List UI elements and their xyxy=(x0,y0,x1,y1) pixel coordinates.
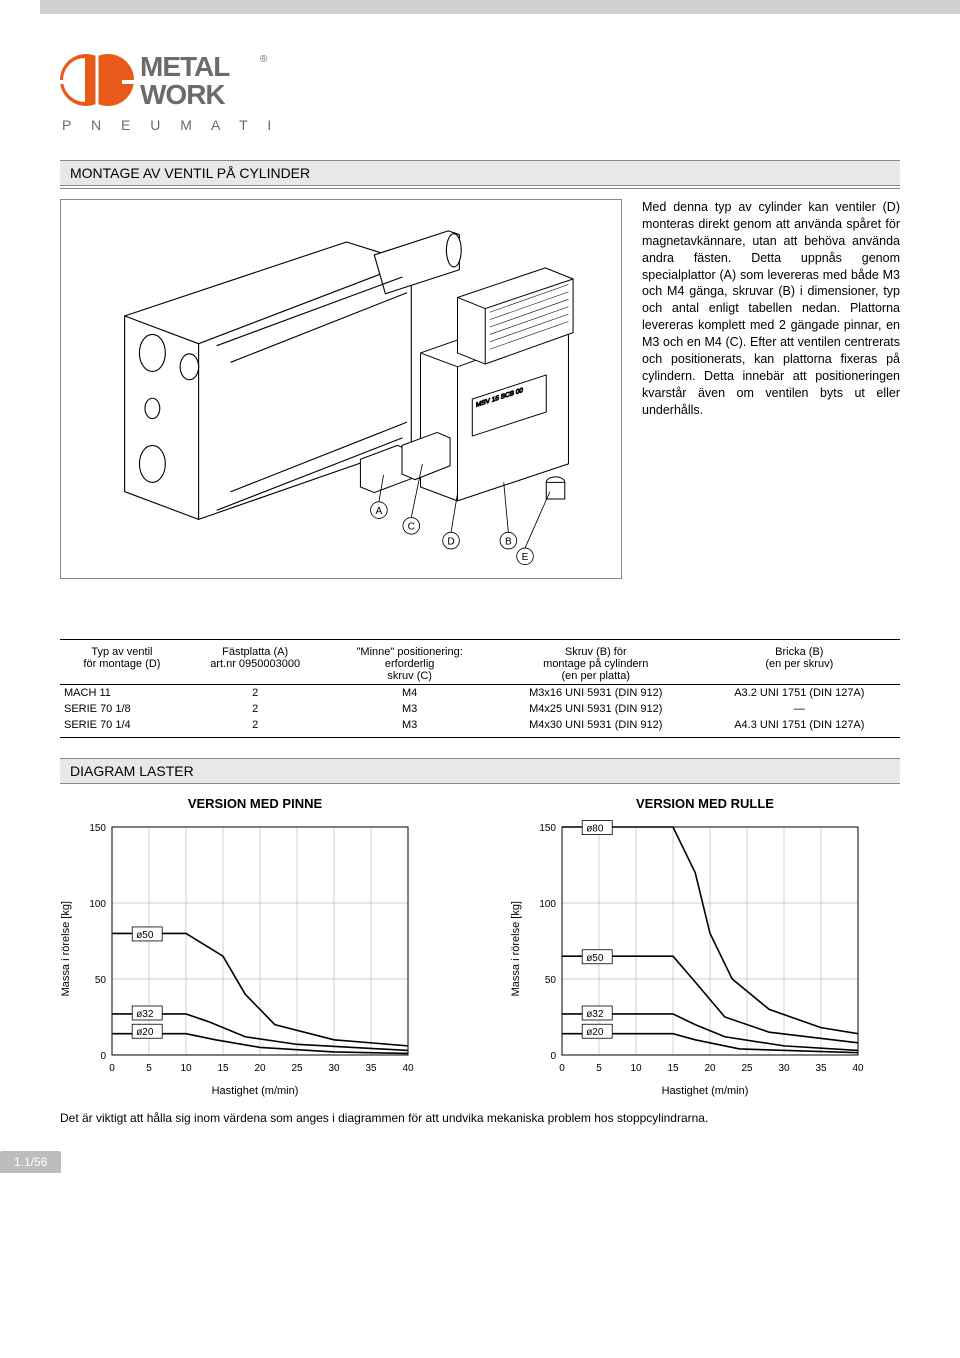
description-text: Med denna typ av cylinder kan ventiler (… xyxy=(642,199,900,418)
chart-rulle-svg: 0 5 10 15 20 25 30 35 40 0 50 100 150 ø80 ø50 ø32 ø20 xyxy=(526,819,866,1079)
svg-text:50: 50 xyxy=(545,975,557,986)
top-grey-bar xyxy=(40,0,960,14)
svg-text:D: D xyxy=(447,536,454,547)
svg-text:40: 40 xyxy=(402,1063,414,1074)
svg-text:0: 0 xyxy=(100,1051,106,1062)
chart-pinne-title: VERSION MED PINNE xyxy=(60,796,450,811)
svg-text:40: 40 xyxy=(852,1063,864,1074)
svg-text:ø50: ø50 xyxy=(136,930,154,941)
svg-text:ø50: ø50 xyxy=(586,953,604,964)
page-number: 1.1/56 xyxy=(0,1151,61,1173)
svg-text:100: 100 xyxy=(539,899,556,910)
svg-text:25: 25 xyxy=(741,1063,753,1074)
svg-text:B: B xyxy=(505,536,512,547)
logo-text-metal: METAL xyxy=(140,51,230,82)
svg-text:5: 5 xyxy=(596,1063,602,1074)
table-header: Typ av ventilför montage (D) xyxy=(60,644,184,685)
svg-text:0: 0 xyxy=(109,1063,115,1074)
svg-text:25: 25 xyxy=(291,1063,303,1074)
divider xyxy=(60,188,900,189)
svg-text:A: A xyxy=(376,506,383,517)
spec-table: Typ av ventilför montage (D)Fästplatta (… xyxy=(60,639,900,738)
logo-subtitle: P N E U M A T I C xyxy=(62,117,280,133)
svg-text:100: 100 xyxy=(89,899,106,910)
svg-text:150: 150 xyxy=(539,823,556,834)
footnote-text: Det är viktigt att hålla sig inom värden… xyxy=(60,1111,900,1125)
table-header: Bricka (B)(en per skruv) xyxy=(699,644,900,685)
svg-text:ø20: ø20 xyxy=(136,1027,154,1038)
metalwork-logo-svg: METAL ® WORK P N E U M A T I C xyxy=(60,44,280,139)
table-row: SERIE 70 1/82M3M4x25 UNI 5931 (DIN 912)— xyxy=(60,701,900,717)
svg-text:150: 150 xyxy=(89,823,106,834)
svg-text:15: 15 xyxy=(217,1063,229,1074)
chart-rulle-xlabel: Hastighet (m/min) xyxy=(510,1085,900,1097)
svg-text:30: 30 xyxy=(778,1063,790,1074)
chart-pinne-svg: 0 5 10 15 20 25 30 35 40 0 50 100 150 ø50 ø32 ø20 xyxy=(76,819,416,1079)
svg-text:ø80: ø80 xyxy=(586,824,604,835)
svg-text:20: 20 xyxy=(254,1063,266,1074)
svg-text:20: 20 xyxy=(704,1063,716,1074)
table-header: Skruv (B) förmontage på cylindern(en per… xyxy=(493,644,699,685)
svg-text:10: 10 xyxy=(180,1063,192,1074)
charts-section-title: DIAGRAM LASTER xyxy=(60,758,900,784)
svg-text:15: 15 xyxy=(667,1063,679,1074)
figure-svg: MSV 15 SCB 00 ACDBE xyxy=(67,205,615,573)
svg-text:®: ® xyxy=(260,54,268,65)
svg-text:ø32: ø32 xyxy=(136,1009,154,1020)
svg-text:0: 0 xyxy=(559,1063,565,1074)
chart-rulle: VERSION MED RULLE Massa i rörelse [kg] 0… xyxy=(510,796,900,1097)
svg-text:35: 35 xyxy=(815,1063,827,1074)
svg-text:5: 5 xyxy=(146,1063,152,1074)
logo-text-work: WORK xyxy=(140,79,225,110)
svg-text:35: 35 xyxy=(365,1063,377,1074)
cylinder-valve-figure: MSV 15 SCB 00 ACDBE xyxy=(60,199,622,579)
table-header: "Minne" positionering:erforderligskruv (… xyxy=(326,644,492,685)
brand-logo: METAL ® WORK P N E U M A T I C xyxy=(60,44,900,142)
svg-text:50: 50 xyxy=(95,975,107,986)
svg-text:0: 0 xyxy=(550,1051,556,1062)
chart-pinne: VERSION MED PINNE Massa i rörelse [kg] 0… xyxy=(60,796,450,1097)
chart-rulle-ylabel: Massa i rörelse [kg] xyxy=(510,901,522,996)
svg-text:ø32: ø32 xyxy=(586,1009,604,1020)
table-header: Fästplatta (A)art.nr 0950003000 xyxy=(184,644,327,685)
svg-text:ø20: ø20 xyxy=(586,1027,604,1038)
table-row: SERIE 70 1/42M3M4x30 UNI 5931 (DIN 912)A… xyxy=(60,717,900,733)
chart-rulle-title: VERSION MED RULLE xyxy=(510,796,900,811)
svg-text:10: 10 xyxy=(630,1063,642,1074)
svg-text:30: 30 xyxy=(328,1063,340,1074)
chart-pinne-xlabel: Hastighet (m/min) xyxy=(60,1085,450,1097)
svg-text:C: C xyxy=(408,522,415,533)
section-title: MONTAGE AV VENTIL PÅ CYLINDER xyxy=(60,160,900,186)
table-row: MACH 112M4M3x16 UNI 5931 (DIN 912)A3.2 U… xyxy=(60,685,900,702)
svg-text:E: E xyxy=(522,552,529,563)
chart-pinne-ylabel: Massa i rörelse [kg] xyxy=(60,901,72,996)
